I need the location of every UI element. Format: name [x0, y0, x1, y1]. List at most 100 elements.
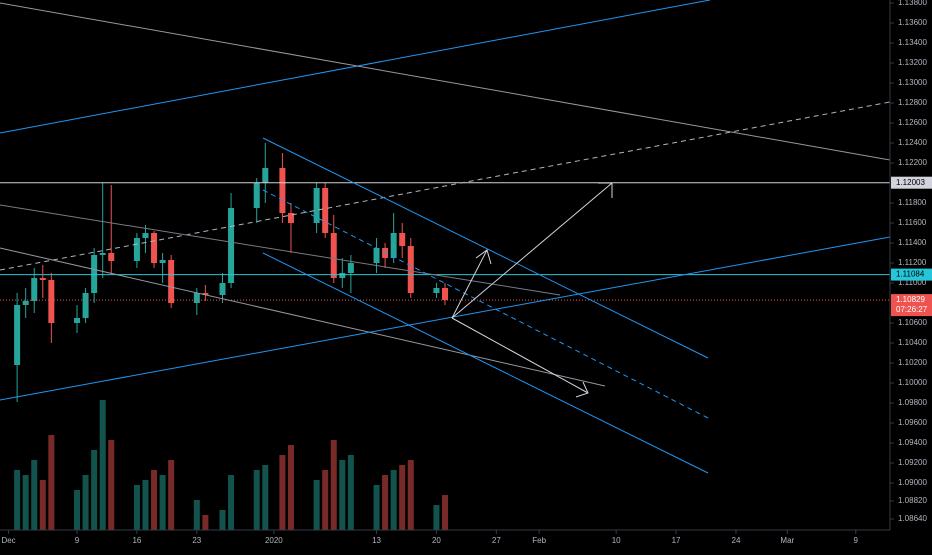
volume-bar [151, 470, 158, 530]
x-tick-label: 23 [192, 536, 201, 545]
candle-body [48, 280, 55, 323]
drawings [0, 0, 891, 474]
volume-bar [168, 460, 175, 530]
trend-line [0, 247, 606, 387]
volume-bar [433, 505, 440, 530]
volume-bar [339, 460, 346, 530]
candle-body [390, 233, 397, 258]
y-tick-label: 1.12600 [898, 118, 927, 127]
y-tick-label: 1.12200 [898, 158, 927, 167]
volume-bar [14, 470, 21, 530]
y-tick-label: 1.09400 [898, 438, 927, 447]
y-tick-label: 1.11000 [898, 278, 927, 287]
candle-body [433, 288, 440, 293]
candle-body [14, 305, 21, 365]
channel-line [262, 252, 709, 474]
candle-body [99, 253, 106, 255]
y-tick-label: 1.10400 [898, 338, 927, 347]
channel-line [262, 137, 709, 359]
arrow-head [575, 381, 589, 398]
plot-area [0, 143, 890, 530]
volume-bar [219, 510, 226, 530]
candle-body [228, 208, 235, 283]
candle-body [202, 293, 209, 295]
candle-body [82, 293, 89, 318]
volume-bar [287, 445, 294, 530]
y-tick-label: 1.09600 [898, 418, 927, 427]
candle-body [442, 288, 448, 300]
candle-body [31, 278, 38, 301]
candle-body [22, 301, 29, 305]
volume-bar [22, 475, 29, 530]
y-tick-label: 1.13400 [898, 38, 927, 47]
candle-body [159, 260, 166, 263]
y-tick-label: 1.13200 [898, 58, 927, 67]
y-tick-label: 1.13800 [898, 0, 927, 7]
y-tick-label: 1.10600 [898, 318, 927, 327]
last-price-label: 1.10829 [896, 295, 925, 304]
volume-bar [108, 440, 115, 530]
x-tick-label: 24 [732, 536, 741, 545]
x-tick-label: 27 [492, 536, 501, 545]
channel-line [262, 189, 709, 419]
volume-bar [330, 440, 337, 530]
candle-body [279, 168, 286, 213]
trend-line [0, 101, 891, 271]
x-tick-label: 20 [432, 536, 441, 545]
price-axis: 1.13800 1.13600 1.13400 1.13200 1.13000 1.128… [889, 0, 932, 530]
y-tick-label: 1.08640 [898, 514, 927, 523]
candle-body [373, 248, 380, 263]
volume-bar [159, 475, 166, 530]
volume-bar [399, 465, 406, 530]
x-tick-label: 2020 [265, 536, 283, 545]
volume-bar [91, 450, 98, 530]
volume-bar [407, 460, 414, 530]
volume-bar [347, 455, 354, 530]
volume-bar [202, 515, 209, 530]
countdown: 07:26:27 [896, 305, 928, 314]
volume-bar [82, 475, 89, 530]
y-tick-label: 1.12800 [898, 98, 927, 107]
x-tick-label: Feb [532, 536, 546, 545]
price-label: 1.12003 [896, 178, 925, 187]
candle-body [74, 318, 81, 323]
candle-body [287, 213, 294, 223]
volume-bar [442, 495, 448, 530]
candle-body [91, 255, 98, 293]
y-tick-label: 1.13600 [898, 18, 927, 27]
y-tick-label: 1.12400 [898, 138, 927, 147]
y-tick-label: 1.09800 [898, 398, 927, 407]
volume-bar [74, 490, 81, 530]
arrow [451, 317, 589, 394]
y-tick-label: 1.11600 [898, 218, 927, 227]
volume-bar [253, 470, 260, 530]
x-tick-label: 17 [672, 536, 681, 545]
y-tick-label: 1.11200 [898, 258, 927, 267]
volume-bar [322, 470, 329, 530]
candle-body [407, 246, 414, 293]
volume-bar [99, 400, 106, 530]
x-tick-label: Dec [1, 536, 15, 545]
y-tick-label: 1.09200 [898, 458, 927, 467]
candle-body [193, 293, 200, 303]
trend-line [0, 236, 891, 401]
candle-body [330, 233, 337, 278]
volume-bar [390, 470, 397, 530]
y-tick-label: 1.09000 [898, 478, 927, 487]
x-tick-label: Mar [780, 536, 794, 545]
trend-line [0, 2, 891, 161]
x-tick-label: 9 [854, 536, 859, 545]
candle-body [151, 233, 158, 263]
volume-bar [133, 485, 140, 530]
candle-body [108, 253, 115, 261]
volume-bar [228, 475, 235, 530]
price-label-box [891, 268, 932, 281]
arrow [451, 249, 488, 319]
x-tick-label: 16 [132, 536, 141, 545]
x-tick-label: 10 [612, 536, 621, 545]
volume-bar [313, 480, 320, 530]
y-tick-label: 1.10200 [898, 358, 927, 367]
trend-line [0, 204, 561, 296]
candle-body [339, 273, 346, 278]
